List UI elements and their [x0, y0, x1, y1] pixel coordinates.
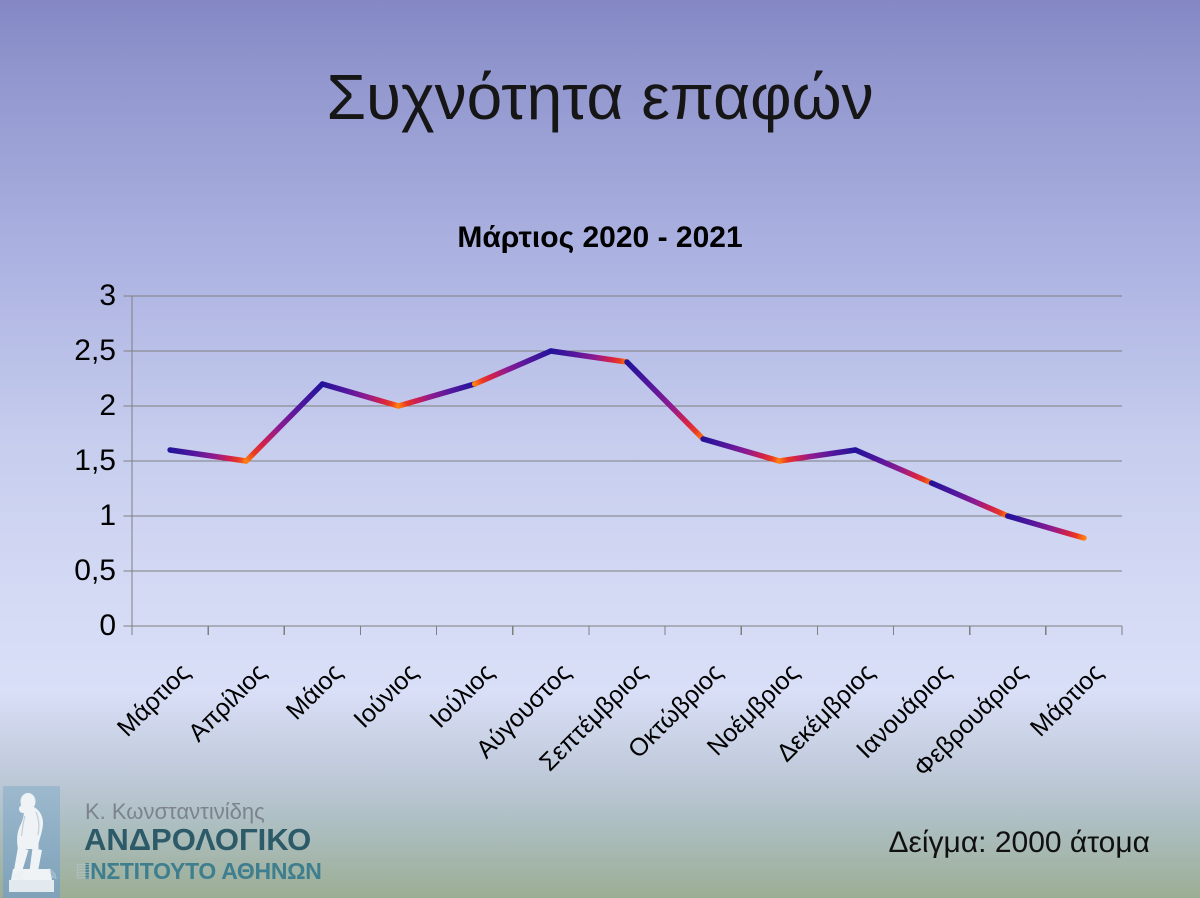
- slideshow-menu-icon[interactable]: ▤: [75, 860, 93, 881]
- clinic-logo-panel: [3, 786, 60, 898]
- chart-title: Μάρτιος 2020 - 2021: [457, 221, 743, 254]
- slide-title: Συχνότητα επαφών: [326, 61, 874, 133]
- slideshow-back-icon[interactable]: ◀: [11, 867, 24, 884]
- logo-org-name-line1: ΑΝΔΡΟΛΟΓΙΚΟ: [84, 822, 312, 857]
- thinker-statue-icon: [9, 793, 54, 892]
- slideshow-pen-icon[interactable]: ✎: [45, 867, 59, 884]
- sample-size-note: Δείγμα: 2000 άτομα: [888, 826, 1150, 859]
- logo-doctor-name: Κ. Κωνσταντινίδης: [85, 799, 265, 824]
- logo-org-name-line2: ΙΝΣΤΙΤΟΥΤΟ ΑΘΗΝΩΝ: [84, 858, 322, 884]
